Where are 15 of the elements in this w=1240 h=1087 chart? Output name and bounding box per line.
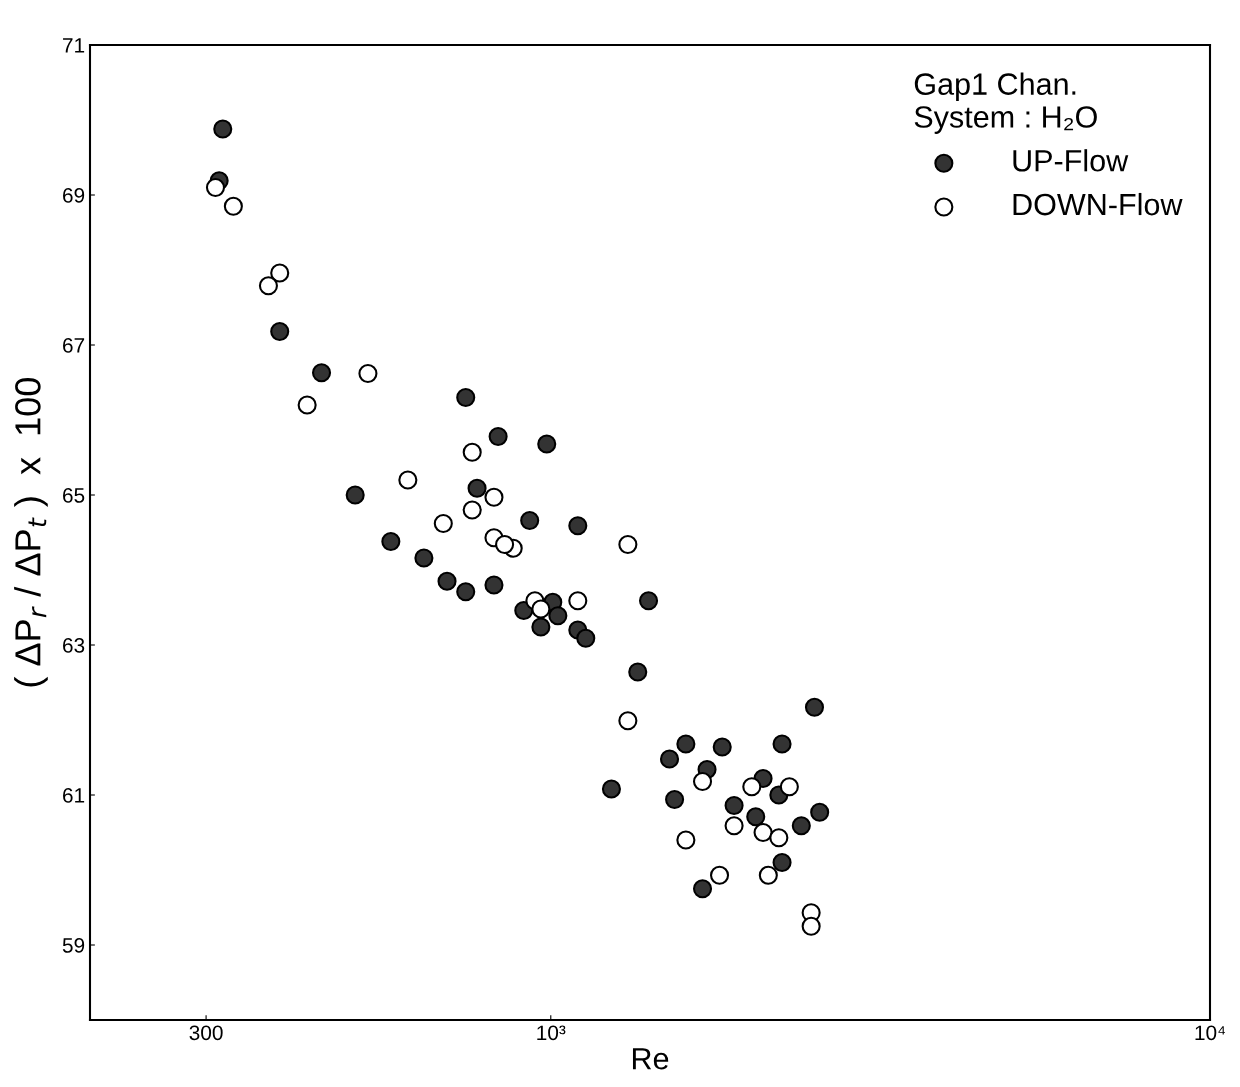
- y-tick-label: 67: [63, 338, 85, 353]
- y-tick-label: 71: [63, 38, 85, 53]
- y-tick-label: 59: [62, 938, 85, 953]
- y-tick-label: 69: [63, 188, 85, 203]
- y-tick-label: 65: [63, 488, 85, 503]
- legend-title: Gap1 Chan. System : H₂O: [914, 72, 1097, 134]
- legend-label: UP-Flow: [1013, 149, 1129, 172]
- x-tick-label: 300: [189, 1025, 223, 1041]
- x-tick-label: 10³: [537, 1025, 566, 1041]
- x-tick-label: 10⁴: [1195, 1025, 1226, 1041]
- x-axis-title: Re: [632, 1048, 669, 1070]
- legend-label: DOWN-Flow: [1013, 192, 1183, 216]
- y-tick-label: 61: [63, 788, 85, 803]
- y-tick-label: 63: [63, 638, 85, 653]
- y-axis-title: ( ΔP$_{r}$ / ΔP$_{t}$ ) x 100: [14, 378, 48, 687]
